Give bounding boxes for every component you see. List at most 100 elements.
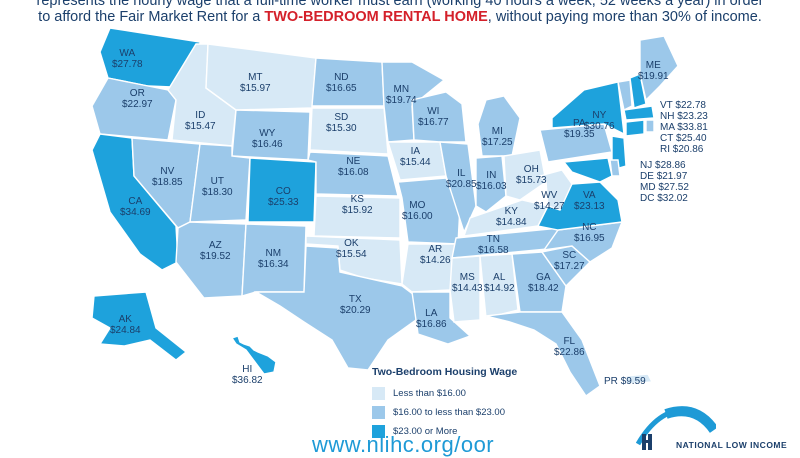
state-wv[interactable] (538, 169, 573, 211)
state-sd[interactable] (309, 107, 389, 155)
label-ga: GA $18.42 (528, 272, 559, 294)
label-az: AZ $19.52 (200, 240, 231, 262)
state-pr[interactable] (625, 373, 654, 385)
label-ct: CT $25.40 (660, 133, 707, 144)
label-nv: NV $18.85 (152, 166, 183, 188)
legend-item-mid: $16.00 to less than $23.00 (372, 403, 517, 422)
header: represents the hourly wage that a full-t… (0, 0, 800, 40)
label-sc: SC $17.27 (554, 250, 585, 272)
label-mo: MO $16.00 (402, 200, 433, 222)
label-ny: NY $30.76 (584, 110, 615, 132)
state-ne[interactable] (307, 151, 399, 197)
label-mt: MT $15.97 (240, 72, 271, 94)
label-ak: AK $24.84 (110, 314, 141, 336)
state-ak[interactable] (91, 291, 188, 361)
label-tx: TX $20.29 (340, 294, 371, 316)
label-sd: SD $15.30 (326, 112, 357, 134)
state-tx[interactable] (253, 245, 419, 371)
legend-swatch-high (372, 425, 385, 438)
state-md[interactable] (562, 157, 613, 183)
label-dc: DC $32.02 (640, 193, 688, 204)
legend: Two-Bedroom Housing Wage Less than $16.0… (372, 366, 517, 441)
legend-label-low: Less than $16.00 (393, 388, 466, 399)
header-line-2-pre: to afford the Fair Market Rent for a (38, 9, 265, 25)
label-ri: RI $20.86 (660, 144, 704, 155)
legend-title: Two-Bedroom Housing Wage (372, 366, 518, 378)
legend-item-low: Less than $16.00 (372, 384, 517, 403)
label-ia: IA $15.44 (400, 146, 431, 168)
label-id: ID $15.47 (185, 110, 216, 132)
label-hi: HI $36.82 (232, 364, 263, 386)
state-fl[interactable] (485, 311, 601, 397)
legend-swatch-low (372, 387, 385, 400)
state-ar[interactable] (401, 243, 457, 293)
label-pr: PR $9.59 (604, 376, 646, 387)
legend-label-mid: $16.00 to less than $23.00 (393, 407, 505, 418)
state-la[interactable] (411, 291, 472, 345)
label-nm: NM $16.34 (258, 248, 289, 270)
state-in[interactable] (475, 155, 507, 213)
house-logo-icon (635, 406, 719, 450)
label-il: IL $20.85 (446, 168, 477, 190)
label-ky: KY $14.84 (496, 206, 527, 228)
label-ut: UT $18.30 (202, 176, 233, 198)
state-oh[interactable] (503, 149, 547, 201)
nlihc-logo: NATIONAL LOW INCOME (635, 404, 800, 450)
state-nh[interactable] (629, 73, 647, 109)
state-or[interactable] (91, 77, 177, 141)
label-co: CO $25.33 (268, 186, 299, 208)
state-ri[interactable] (645, 119, 655, 133)
label-ok: OK $15.54 (336, 238, 367, 260)
label-mn: MN $19.74 (386, 84, 417, 106)
state-vt[interactable] (617, 79, 633, 112)
label-al: AL $14.92 (484, 272, 515, 294)
label-va: VA $23.13 (574, 190, 605, 212)
state-mt[interactable] (205, 43, 317, 111)
state-de[interactable] (609, 159, 621, 177)
header-line-2-post: , without paying more than 30% of income… (487, 9, 762, 25)
label-wa: WA $27.78 (112, 48, 143, 70)
label-ms: MS $14.43 (452, 272, 483, 294)
label-vt: VT $22.78 (660, 100, 706, 111)
label-ks: KS $15.92 (342, 194, 373, 216)
label-nd: ND $16.65 (326, 72, 357, 94)
state-ma[interactable] (623, 105, 655, 121)
header-highlight: TWO-BEDROOM RENTAL HOME (264, 9, 488, 25)
logo-text: NATIONAL LOW INCOME (676, 440, 788, 450)
label-la: LA $16.86 (416, 308, 447, 330)
label-nc: NC $16.95 (574, 222, 605, 244)
label-pa: PA $19.35 (564, 118, 595, 140)
label-ma: MA $33.81 (660, 122, 708, 133)
state-ms[interactable] (449, 255, 481, 323)
state-ct[interactable] (625, 119, 645, 137)
header-line-2: to afford the Fair Market Rent for a TWO… (0, 8, 800, 26)
label-in: IN $16.03 (476, 170, 507, 192)
label-tn: TN $16.58 (478, 234, 509, 256)
label-ar: AR $14.26 (420, 244, 451, 266)
label-nh: NH $23.23 (660, 111, 708, 122)
label-nj: NJ $28.86 (640, 160, 686, 171)
label-wy: WY $16.46 (252, 128, 283, 150)
label-or: OR $22.97 (122, 88, 153, 110)
label-wv: WV $14.27 (534, 190, 565, 212)
state-wi[interactable] (411, 91, 467, 143)
legend-swatch-mid (372, 406, 385, 419)
state-ny[interactable] (551, 81, 625, 136)
footer-url[interactable]: www.nlihc.org/oor (312, 432, 495, 457)
state-me[interactable] (639, 35, 679, 102)
label-ca: CA $34.69 (120, 196, 151, 218)
state-hi[interactable] (230, 335, 277, 375)
header-line-1: represents the hourly wage that a full-t… (36, 0, 764, 9)
label-de: DE $21.97 (640, 171, 688, 182)
label-oh: OH $15.73 (516, 164, 547, 186)
legend-label-high: $23.00 or More (393, 426, 458, 437)
label-md: MD $27.52 (640, 182, 689, 193)
label-wi: WI $16.77 (418, 106, 449, 128)
label-fl: FL $22.86 (554, 336, 585, 358)
state-ks[interactable] (313, 195, 401, 239)
state-al[interactable] (479, 253, 519, 319)
state-va[interactable] (536, 181, 623, 231)
label-me: ME $19.91 (638, 60, 669, 82)
label-mi: MI $17.25 (482, 126, 513, 148)
